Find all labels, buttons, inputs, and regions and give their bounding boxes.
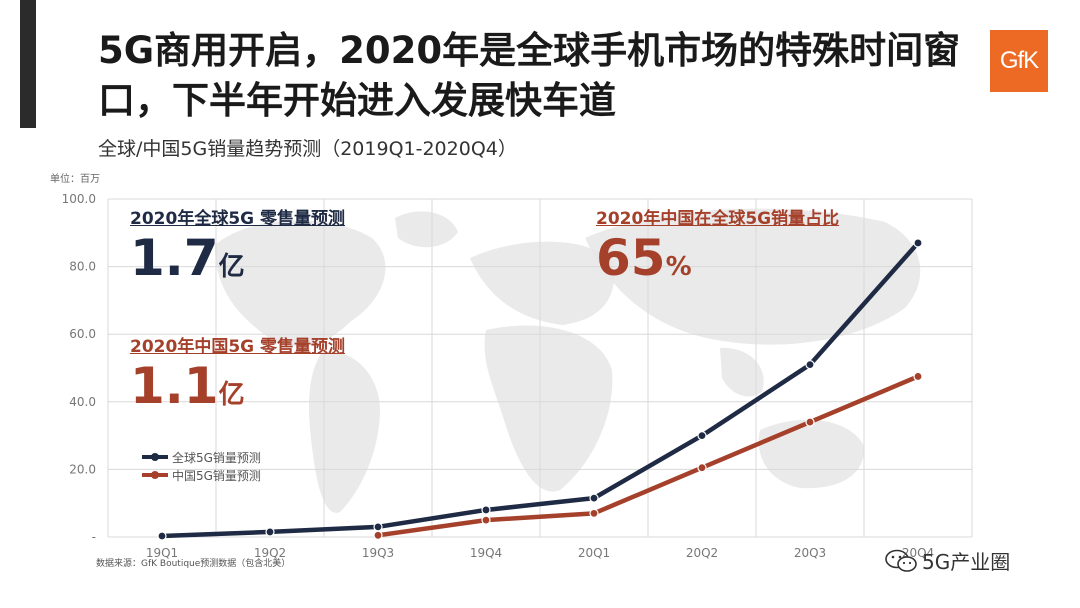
- map-shape: [470, 241, 614, 325]
- data-point: [589, 493, 599, 503]
- map-shape: [758, 419, 865, 489]
- slide-title: 5G商用开启，2020年是全球手机市场的特殊时间窗口，下半年开始进入发展快车道: [98, 29, 961, 122]
- map-shape: [484, 325, 613, 492]
- china-forecast-title: 2020年中国5G 零售量预测: [130, 337, 346, 357]
- china-forecast-value: 1.1亿: [130, 357, 345, 424]
- chart-legend: 全球5G销量预测 中国5G销量预测: [142, 448, 261, 484]
- x-tick-label: 19Q1: [146, 546, 178, 560]
- china-share-number: 65: [596, 229, 666, 287]
- global-forecast-title: 2020年全球5G 零售量预测: [130, 209, 346, 229]
- map-shape: [585, 208, 921, 345]
- x-tick-label: 20Q3: [794, 546, 826, 560]
- map-shape: [395, 211, 458, 248]
- watermark-text: 5G产业圈: [922, 550, 1011, 574]
- china-forecast-unit: 亿: [218, 380, 245, 410]
- data-point: [805, 360, 815, 370]
- china-share-title: 2020年中国在全球5G销量占比: [596, 209, 840, 229]
- data-point: [481, 515, 491, 525]
- map-shape: [720, 347, 764, 397]
- global-forecast-callout: 2020年全球5G 零售量预测 1.7亿: [130, 204, 345, 296]
- x-tick-label: 20Q1: [578, 546, 610, 560]
- data-point: [805, 417, 815, 427]
- y-tick-label: 80.0: [69, 260, 96, 274]
- china-forecast-number: 1.1: [130, 357, 219, 415]
- data-point: [373, 530, 383, 540]
- legend-label-global: 全球5G销量预测: [172, 450, 261, 465]
- legend-swatch-global: [142, 453, 168, 461]
- legend-label-china: 中国5G销量预测: [172, 468, 261, 483]
- y-tick-label: 20.0: [69, 462, 96, 476]
- data-point: [913, 238, 923, 248]
- gfk-logo: GfK: [990, 30, 1048, 92]
- x-tick-label: 20Q2: [686, 546, 718, 560]
- data-point: [373, 522, 383, 532]
- series-line-1: [375, 374, 921, 538]
- data-point: [481, 505, 491, 515]
- global-forecast-number: 1.7: [130, 229, 219, 287]
- legend-item-global: 全球5G销量预测: [142, 448, 261, 466]
- data-point: [697, 431, 707, 441]
- x-tick-label: 19Q3: [362, 546, 394, 560]
- china-forecast-callout: 2020年中国5G 零售量预测 1.1亿: [130, 332, 345, 424]
- global-forecast-value: 1.7亿: [130, 229, 345, 296]
- data-point: [589, 508, 599, 518]
- china-share-value: 65%: [596, 229, 839, 296]
- data-point: [157, 531, 167, 541]
- chart-subtitle: 全球/中国5G销量趋势预测（2019Q1-2020Q4）: [98, 138, 517, 160]
- y-tick-label: 60.0: [69, 327, 96, 341]
- legend-swatch-china: [142, 471, 168, 479]
- x-tick-label: 19Q2: [254, 546, 286, 560]
- global-forecast-unit: 亿: [218, 252, 245, 282]
- watermark: 5G产业圈: [884, 546, 1010, 575]
- china-share-callout: 2020年中国在全球5G销量占比 65%: [596, 204, 839, 296]
- x-tick-label: 19Q4: [470, 546, 502, 560]
- y-tick-label: -: [92, 530, 96, 544]
- data-source-note: 数据来源：GfK Boutique预测数据（包含北美）: [96, 559, 291, 569]
- unit-label: 单位：百万: [50, 174, 100, 185]
- series-line-0: [159, 240, 921, 539]
- y-tick-label: 40.0: [69, 395, 96, 409]
- wechat-icon: [885, 549, 917, 572]
- data-point: [265, 527, 275, 537]
- accent-bar: [20, 0, 36, 128]
- map-shape: [308, 351, 380, 513]
- china-share-unit: %: [665, 252, 692, 282]
- data-point: [913, 371, 923, 382]
- legend-item-china: 中国5G销量预测: [142, 466, 261, 484]
- y-tick-label: 100.0: [62, 192, 96, 206]
- data-point: [697, 463, 707, 473]
- map-shape: [214, 220, 386, 346]
